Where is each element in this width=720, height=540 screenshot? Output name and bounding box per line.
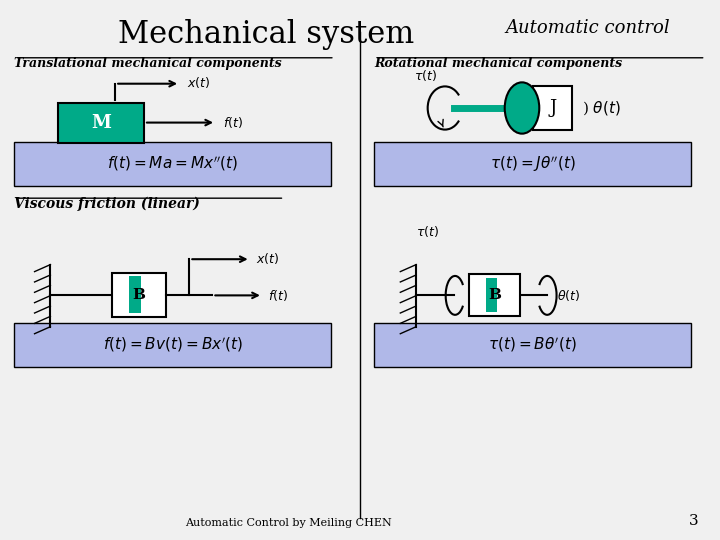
- Text: B: B: [488, 288, 501, 302]
- FancyBboxPatch shape: [485, 278, 497, 312]
- Text: $f(t)$: $f(t)$: [223, 115, 243, 130]
- Text: $\tau(t) = B\theta'(t)$: $\tau(t) = B\theta'(t)$: [488, 336, 577, 354]
- FancyBboxPatch shape: [58, 103, 144, 143]
- Text: J: J: [549, 99, 557, 117]
- Text: Viscous friction (linear): Viscous friction (linear): [14, 197, 200, 212]
- Text: Mechanical system: Mechanical system: [118, 19, 415, 50]
- Text: $x(t)$: $x(t)$: [187, 75, 210, 90]
- FancyBboxPatch shape: [14, 323, 331, 367]
- FancyBboxPatch shape: [374, 323, 691, 367]
- FancyBboxPatch shape: [112, 273, 166, 317]
- Text: $\tau(t) = J\theta''(t)$: $\tau(t) = J\theta''(t)$: [490, 154, 575, 174]
- Text: Automatic Control by Meiling CHEN: Automatic Control by Meiling CHEN: [184, 518, 392, 528]
- FancyBboxPatch shape: [129, 276, 141, 313]
- Ellipse shape: [505, 82, 539, 133]
- Text: B: B: [132, 288, 145, 302]
- Text: Automatic control: Automatic control: [505, 19, 670, 37]
- Text: M: M: [91, 114, 111, 132]
- FancyBboxPatch shape: [533, 86, 572, 130]
- FancyBboxPatch shape: [374, 142, 691, 186]
- Text: $\tau(t)$: $\tau(t)$: [414, 68, 437, 83]
- Text: ) $\theta(t)$: ) $\theta(t)$: [582, 99, 621, 117]
- Text: $x(t)$: $x(t)$: [256, 251, 279, 266]
- FancyBboxPatch shape: [14, 142, 331, 186]
- Text: $\theta(t)$: $\theta(t)$: [557, 288, 580, 303]
- Text: $f(t) = Ma = Mx''(t)$: $f(t) = Ma = Mx''(t)$: [107, 155, 238, 173]
- Text: Translational mechanical components: Translational mechanical components: [14, 57, 282, 70]
- Text: $f(t)$: $f(t)$: [268, 288, 288, 303]
- Text: 3: 3: [689, 514, 698, 528]
- Text: $\tau(t)$: $\tau(t)$: [416, 224, 439, 239]
- FancyBboxPatch shape: [469, 274, 520, 316]
- Text: $f(t) = Bv(t) = Bx'(t)$: $f(t) = Bv(t) = Bx'(t)$: [103, 336, 243, 354]
- Text: Rotational mechanical components: Rotational mechanical components: [374, 57, 623, 70]
